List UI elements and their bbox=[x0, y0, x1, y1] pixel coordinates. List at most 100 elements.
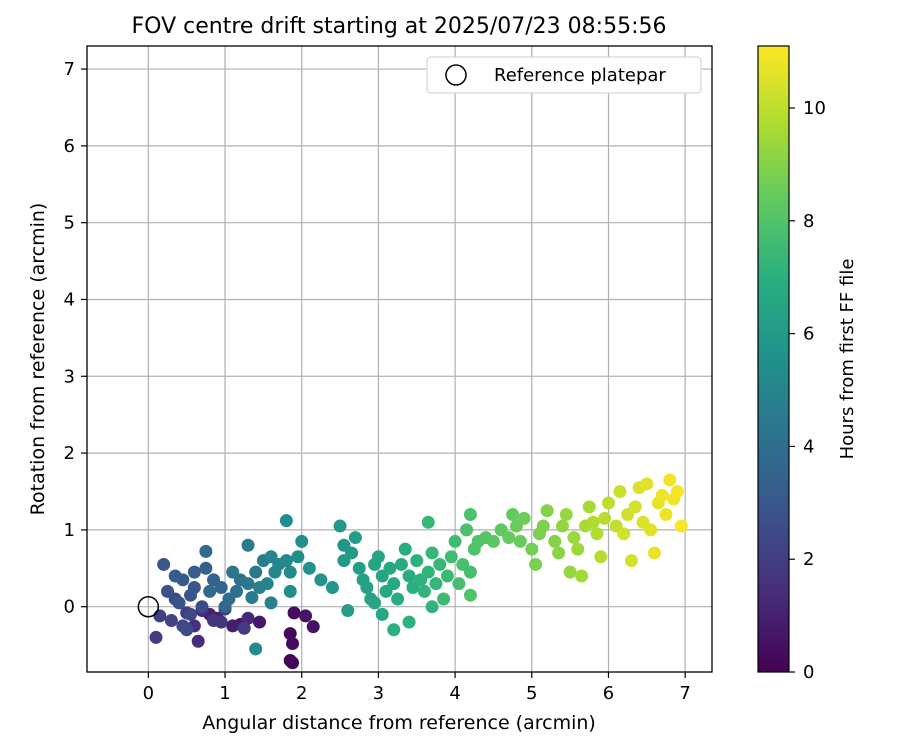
data-point bbox=[444, 550, 458, 564]
reference-platepar-marker bbox=[137, 595, 160, 618]
data-point bbox=[628, 500, 642, 514]
colorbar-gradient bbox=[757, 45, 790, 673]
data-point bbox=[513, 534, 527, 548]
data-point bbox=[191, 634, 205, 648]
data-point bbox=[341, 604, 355, 618]
data-point bbox=[425, 600, 439, 614]
data-point bbox=[540, 504, 554, 518]
data-point bbox=[529, 557, 543, 571]
data-point bbox=[299, 609, 313, 623]
data-point bbox=[398, 542, 412, 556]
data-point bbox=[302, 561, 316, 575]
data-point bbox=[425, 546, 439, 560]
data-point bbox=[283, 565, 297, 579]
data-point bbox=[440, 569, 454, 583]
data-point bbox=[264, 596, 278, 610]
data-point bbox=[325, 581, 339, 595]
data-point bbox=[421, 565, 435, 579]
data-point bbox=[394, 557, 408, 571]
data-point bbox=[153, 609, 167, 623]
data-point bbox=[237, 621, 251, 635]
data-point bbox=[333, 519, 347, 533]
colorbar-tick-label: 6 bbox=[803, 324, 814, 345]
data-point bbox=[180, 623, 194, 637]
colorbar-ticks: 0 2 4 6 8 10 bbox=[789, 98, 826, 683]
data-point bbox=[548, 534, 562, 548]
data-point bbox=[226, 565, 240, 579]
data-point bbox=[463, 565, 477, 579]
data-point bbox=[601, 496, 615, 510]
y-tick-label: 2 bbox=[64, 443, 75, 464]
data-point bbox=[375, 607, 389, 621]
data-point bbox=[383, 561, 397, 575]
data-point bbox=[410, 554, 424, 568]
x-tick-label: 5 bbox=[526, 683, 537, 704]
data-point bbox=[617, 527, 631, 541]
data-point bbox=[157, 557, 171, 571]
y-tick-label: 5 bbox=[64, 213, 75, 234]
data-point bbox=[287, 606, 301, 620]
data-point bbox=[207, 614, 221, 628]
x-axis-label: Angular distance from reference (arcmin) bbox=[202, 712, 596, 734]
data-point bbox=[168, 569, 182, 583]
data-point bbox=[640, 477, 654, 491]
data-point bbox=[249, 565, 263, 579]
data-point bbox=[337, 554, 351, 568]
data-point bbox=[199, 544, 213, 558]
data-point bbox=[283, 584, 297, 598]
data-point bbox=[555, 519, 569, 533]
data-point bbox=[624, 554, 638, 568]
data-point bbox=[226, 619, 240, 633]
data-point bbox=[460, 523, 474, 537]
data-point bbox=[437, 592, 451, 606]
data-point bbox=[433, 557, 447, 571]
data-point bbox=[613, 484, 627, 498]
data-point bbox=[172, 596, 186, 610]
data-point bbox=[463, 588, 477, 602]
data-point bbox=[371, 550, 385, 564]
data-point bbox=[230, 584, 244, 598]
y-tick-label: 6 bbox=[64, 136, 75, 157]
data-point bbox=[279, 514, 293, 528]
data-point bbox=[670, 484, 684, 498]
data-point bbox=[241, 577, 255, 591]
data-point bbox=[187, 581, 201, 595]
data-point bbox=[245, 590, 259, 604]
data-point bbox=[187, 565, 201, 579]
legend-marker-icon bbox=[445, 64, 467, 86]
colorbar: 0 2 4 6 8 10 Hours from first FF file bbox=[757, 45, 858, 683]
colorbar-tick-label: 2 bbox=[803, 549, 814, 570]
chart-title: FOV centre drift starting at 2025/07/23 … bbox=[132, 14, 667, 39]
data-point bbox=[452, 577, 466, 591]
data-point bbox=[241, 538, 255, 552]
data-point bbox=[249, 642, 263, 656]
colorbar-tick-label: 10 bbox=[803, 98, 826, 119]
y-tick-label: 4 bbox=[64, 289, 75, 310]
data-point bbox=[674, 519, 688, 533]
x-tick-label: 1 bbox=[219, 683, 230, 704]
x-tick-label: 6 bbox=[603, 683, 614, 704]
data-point bbox=[286, 637, 300, 651]
data-point bbox=[352, 561, 366, 575]
data-point bbox=[387, 577, 401, 591]
data-points bbox=[149, 473, 688, 670]
data-point bbox=[552, 546, 566, 560]
data-point bbox=[291, 550, 305, 564]
colorbar-tick-label: 8 bbox=[803, 211, 814, 232]
data-point bbox=[563, 565, 577, 579]
y-tick-label: 0 bbox=[64, 597, 75, 618]
data-point bbox=[203, 584, 217, 598]
data-point bbox=[582, 500, 596, 514]
data-point bbox=[417, 584, 431, 598]
data-point bbox=[402, 615, 416, 629]
data-point bbox=[448, 534, 462, 548]
data-point bbox=[517, 511, 531, 525]
y-tick-label: 3 bbox=[64, 366, 75, 387]
data-point bbox=[241, 611, 255, 625]
data-point bbox=[161, 584, 175, 598]
data-point bbox=[195, 600, 209, 614]
data-point bbox=[199, 561, 213, 575]
data-point bbox=[594, 550, 608, 564]
legend-label: Reference platepar bbox=[494, 65, 666, 86]
data-point bbox=[486, 534, 500, 548]
